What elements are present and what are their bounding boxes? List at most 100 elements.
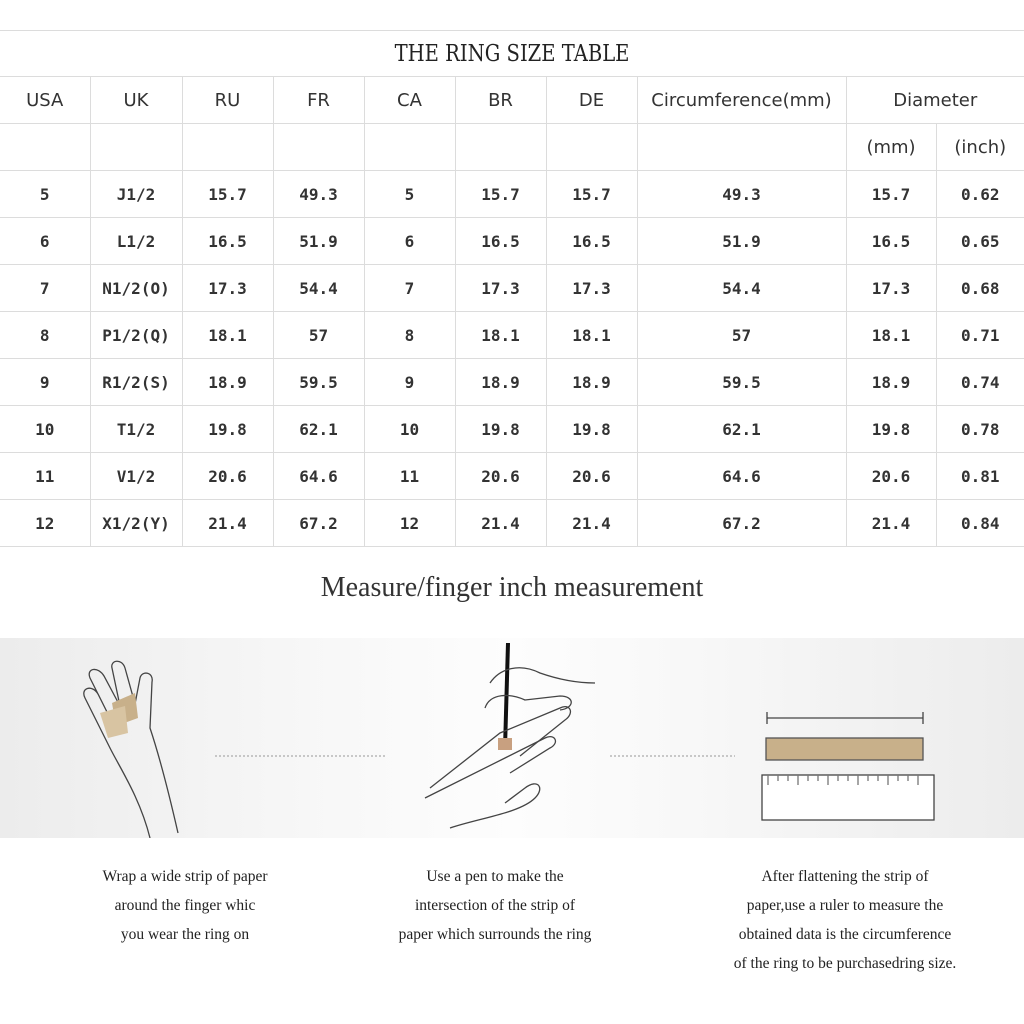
- table-cell: T1/2: [89, 405, 183, 453]
- table-cell: 18.1: [545, 311, 638, 359]
- table-cell: 20.6: [181, 452, 274, 500]
- table-cell: 16.5: [181, 217, 274, 265]
- table-cell: 0.74: [935, 358, 1024, 406]
- table-cell: 12: [0, 499, 91, 547]
- table-cell: 9: [363, 358, 456, 406]
- section-title: Measure/finger inch measurement: [320, 572, 704, 603]
- table-cell: 16.5: [454, 217, 547, 265]
- table-row: 8 P1/2(Q) 18.1 57 8 18.1 18.1 57 18.1 0.71: [0, 311, 1024, 359]
- table-cell: 18.9: [454, 358, 547, 406]
- table-cell: 20.6: [454, 452, 547, 500]
- table-cell: N1/2(O): [89, 264, 183, 312]
- step-text-line: you wear the ring on: [120, 926, 250, 943]
- table-cell: 15.7: [845, 170, 937, 218]
- table-cell: 18.1: [454, 311, 547, 359]
- step-text-line: of the ring to be purchasedring size.: [733, 955, 957, 972]
- table-cell: 59.5: [272, 358, 365, 406]
- step-text-line: paper which surrounds the ring: [398, 926, 592, 943]
- table-cell: 18.9: [545, 358, 638, 406]
- table-cell: 17.3: [845, 264, 937, 312]
- table-cell: 16.5: [545, 217, 638, 265]
- table-cell: 0.65: [935, 217, 1024, 265]
- hand-pen-mark-icon: [424, 642, 596, 829]
- column-header: USA: [0, 76, 91, 124]
- step-text-line: obtained data is the circumference: [738, 926, 952, 943]
- table-cell: 62.1: [636, 405, 847, 453]
- table-row: 11 V1/2 20.6 64.6 11 20.6 20.6 64.6 20.6 0.81: [0, 452, 1024, 500]
- column-subheader: (mm): [845, 123, 937, 171]
- table-row: 7 N1/2(O) 17.3 54.4 7 17.3 17.3 54.4 17.3 0.68: [0, 264, 1024, 312]
- step-1-description: Wrap a wide strip of paper around the fin…: [25, 862, 345, 949]
- table-cell: 67.2: [272, 499, 365, 547]
- empty-cell: [181, 123, 274, 171]
- table-cell: 21.4: [545, 499, 638, 547]
- table-cell: 7: [0, 264, 91, 312]
- table-cell: 18.9: [181, 358, 274, 406]
- table-row: 5 J1/2 15.7 49.3 5 15.7 15.7 49.3 15.7 0.62: [0, 170, 1024, 218]
- table-cell: 51.9: [272, 217, 365, 265]
- table-cell: 18.9: [845, 358, 937, 406]
- table-cell: J1/2: [89, 170, 183, 218]
- step-text-line: paper,use a ruler to measure the: [746, 897, 944, 914]
- step-text-line: After flattening the strip of: [761, 868, 929, 885]
- table-cell: 18.1: [181, 311, 274, 359]
- table-cell: 19.8: [845, 405, 937, 453]
- table-cell: 17.3: [454, 264, 547, 312]
- step-text-line: around the finger whic: [114, 897, 256, 914]
- table-cell: 54.4: [272, 264, 365, 312]
- table-cell: 67.2: [636, 499, 847, 547]
- table-cell: 0.62: [935, 170, 1024, 218]
- table-cell: R1/2(S): [89, 358, 183, 406]
- table-cell: 19.8: [545, 405, 638, 453]
- table-cell: 49.3: [636, 170, 847, 218]
- table-cell: P1/2(Q): [89, 311, 183, 359]
- table-cell: 6: [0, 217, 91, 265]
- table-cell: 20.6: [545, 452, 638, 500]
- table-cell: 49.3: [272, 170, 365, 218]
- step-text-line: Wrap a wide strip of paper: [102, 868, 268, 885]
- empty-cell: [0, 123, 91, 171]
- empty-cell: [545, 123, 638, 171]
- table-row: 9 R1/2(S) 18.9 59.5 9 18.9 18.9 59.5 18.9 0.74: [0, 358, 1024, 406]
- table-cell: 64.6: [636, 452, 847, 500]
- table-cell: 11: [363, 452, 456, 500]
- table-cell: 57: [636, 311, 847, 359]
- table-cell: 0.68: [935, 264, 1024, 312]
- step-text-line: intersection of the strip of: [414, 897, 576, 914]
- hand-wrap-paper-icon: [83, 660, 179, 838]
- table-cell: 16.5: [845, 217, 937, 265]
- table-cell: 64.6: [272, 452, 365, 500]
- step-2-description: Use a pen to make the intersection of the…: [335, 862, 655, 949]
- table-title: THE RING SIZE TABLE: [76, 30, 948, 77]
- table-cell: L1/2: [89, 217, 183, 265]
- column-header: FR: [272, 76, 365, 124]
- table-cell: 5: [0, 170, 91, 218]
- table-cell: 21.4: [181, 499, 274, 547]
- empty-cell: [636, 123, 847, 171]
- table-cell: 9: [0, 358, 91, 406]
- empty-cell: [272, 123, 365, 171]
- table-cell: 62.1: [272, 405, 365, 453]
- table-cell: 0.84: [935, 499, 1024, 547]
- table-cell: 15.7: [545, 170, 638, 218]
- empty-cell: [454, 123, 547, 171]
- table-cell: 21.4: [845, 499, 937, 547]
- table-cell: 10: [363, 405, 456, 453]
- ring-size-table: THE RING SIZE TABLE USA UK RU FR CA BR DE Circu…: [0, 30, 1024, 547]
- table-cell: 15.7: [181, 170, 274, 218]
- table-row: 12 X1/2(Y) 21.4 67.2 12 21.4 21.4 67.2 21.4 0.84: [0, 499, 1024, 547]
- column-header: RU: [181, 76, 274, 124]
- table-cell: 7: [363, 264, 456, 312]
- table-cell: 21.4: [454, 499, 547, 547]
- column-header: DE: [545, 76, 638, 124]
- column-header: Diameter: [845, 76, 1024, 124]
- table-cell: 6: [363, 217, 456, 265]
- table-cell: 8: [0, 311, 91, 359]
- step-text-line: Use a pen to make the: [426, 868, 564, 885]
- empty-cell: [363, 123, 456, 171]
- table-row: 10 T1/2 19.8 62.1 10 19.8 19.8 62.1 19.8 0.78: [0, 405, 1024, 453]
- table-cell: 19.8: [181, 405, 274, 453]
- column-subheader: (inch): [935, 123, 1024, 171]
- table-cell: 17.3: [181, 264, 274, 312]
- column-header: Circumference(mm): [636, 76, 847, 124]
